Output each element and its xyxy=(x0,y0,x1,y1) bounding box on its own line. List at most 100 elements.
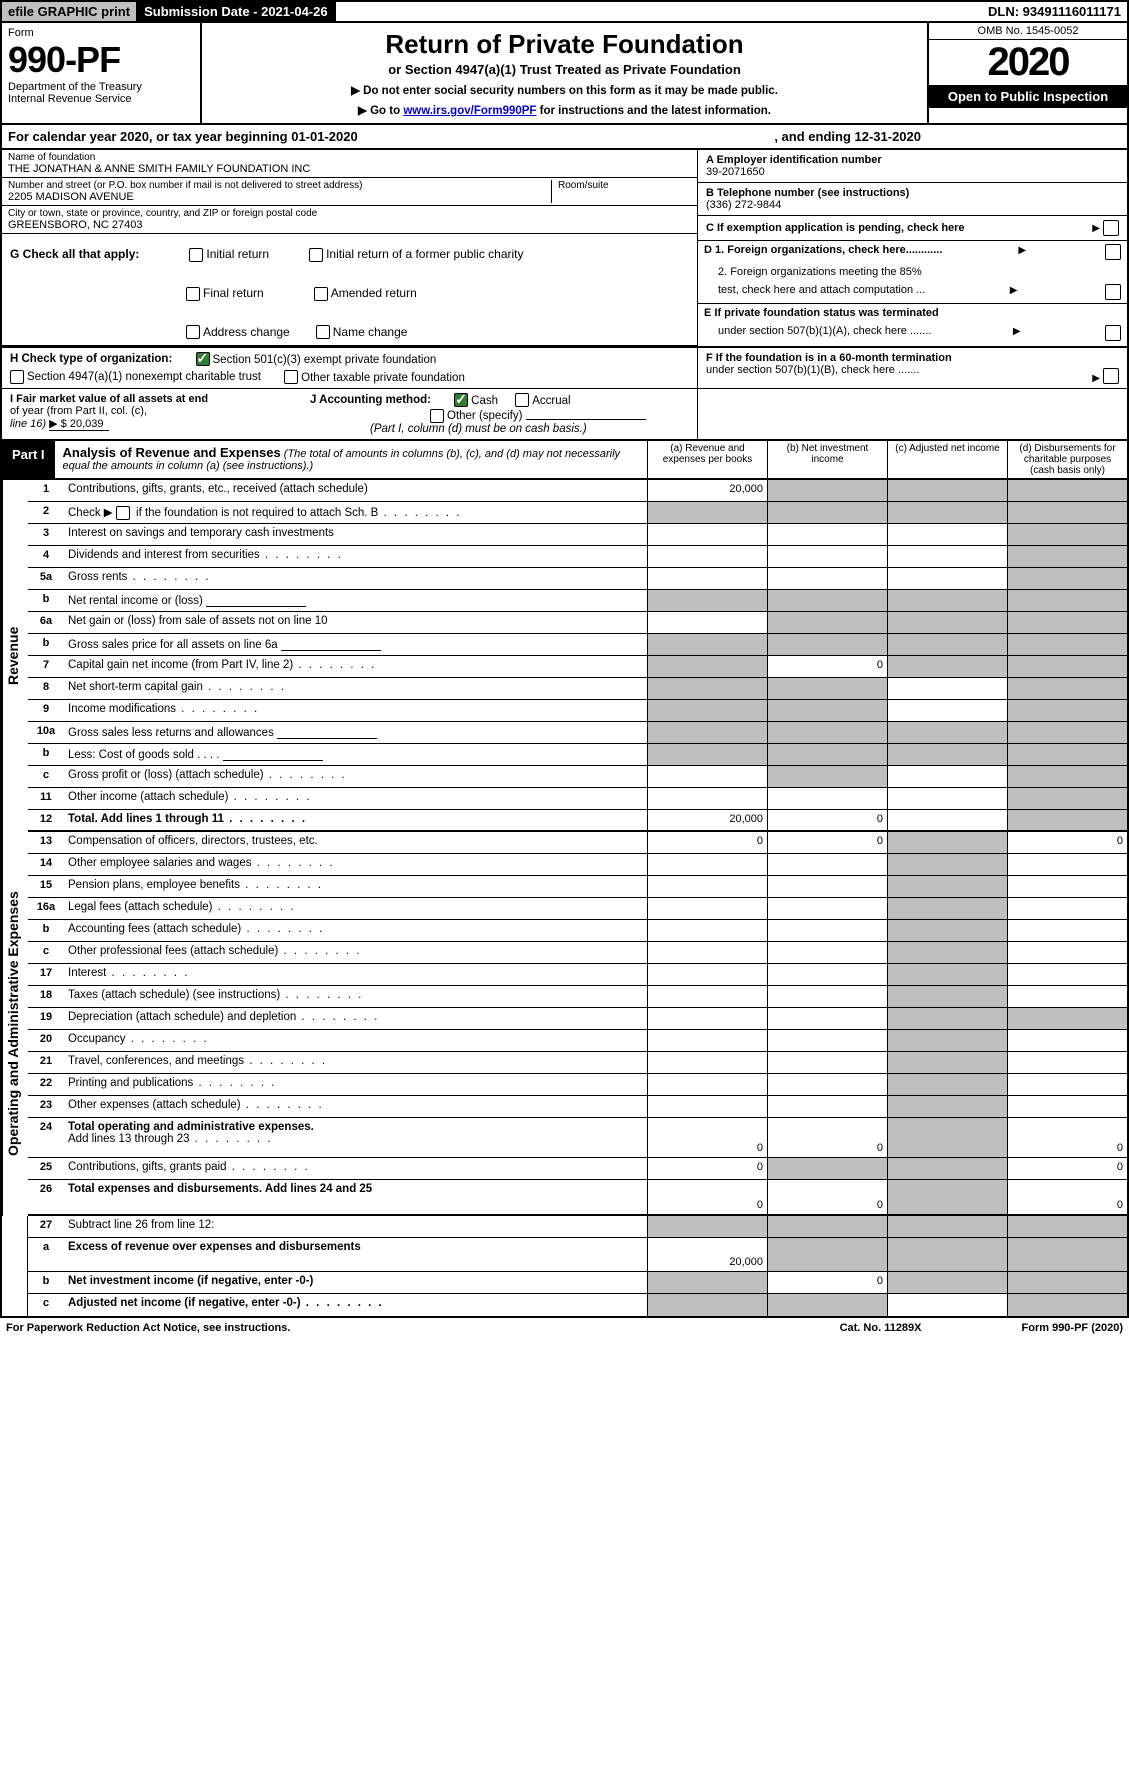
line-num: 13 xyxy=(28,832,64,853)
sch-b-checkbox[interactable] xyxy=(116,506,130,520)
line-num: 19 xyxy=(28,1008,64,1029)
d1-label: D 1. Foreign organizations, check here..… xyxy=(704,244,942,260)
calendar-year-row: For calendar year 2020, or tax year begi… xyxy=(0,125,1129,150)
expenses-side-label: Operating and Administrative Expenses xyxy=(2,832,28,1216)
dln: DLN: 93491116011171 xyxy=(982,2,1127,21)
section-g-d: G Check all that apply: Initial return I… xyxy=(0,241,1129,348)
line-num: 5a xyxy=(28,568,64,589)
j-note: (Part I, column (d) must be on cash basi… xyxy=(370,423,689,435)
city-label: City or town, state or province, country… xyxy=(8,208,691,219)
ssn-warning: ▶ Do not enter social security numbers o… xyxy=(212,83,917,97)
line-desc: Total expenses and disbursements. Add li… xyxy=(64,1180,647,1214)
name-change-checkbox[interactable] xyxy=(316,325,330,339)
address-change-checkbox[interactable] xyxy=(186,325,200,339)
f-label-b: under section 507(b)(1)(B), check here .… xyxy=(706,364,952,376)
line-desc: Interest xyxy=(64,964,647,985)
line-desc: Subtract line 26 from line 12: xyxy=(64,1216,647,1237)
goto-post: for instructions and the latest informat… xyxy=(536,105,771,117)
efile-print-btn[interactable]: efile GRAPHIC print xyxy=(2,2,138,21)
accrual-checkbox[interactable] xyxy=(515,393,529,407)
h-opt3: Other taxable private foundation xyxy=(301,372,465,384)
line-num: c xyxy=(28,1294,64,1316)
goto-pre: ▶ Go to xyxy=(358,105,403,117)
revenue-side-label: Revenue xyxy=(2,480,28,832)
arrow-icon xyxy=(1013,325,1024,341)
line-desc: Legal fees (attach schedule) xyxy=(64,898,647,919)
open-to-public: Open to Public Inspection xyxy=(929,85,1127,108)
section-i-j: I Fair market value of all assets at end… xyxy=(0,389,1129,441)
line-desc: Less: Cost of goods sold . . . . xyxy=(64,744,647,765)
col-b: 0 xyxy=(767,1118,887,1157)
i-label-1: I Fair market value of all assets at end xyxy=(10,393,294,405)
f-checkbox[interactable] xyxy=(1103,368,1119,384)
inline-field[interactable] xyxy=(223,747,323,761)
line-num: 2 xyxy=(28,502,64,523)
line-num: 24 xyxy=(28,1118,64,1157)
final-return-checkbox[interactable] xyxy=(186,287,200,301)
irs-link[interactable]: www.irs.gov/Form990PF xyxy=(403,105,536,117)
dept-treasury: Department of the Treasury xyxy=(8,81,194,93)
j-other: Other (specify) xyxy=(447,411,522,423)
line-num: 4 xyxy=(28,546,64,567)
initial-return-checkbox[interactable] xyxy=(189,248,203,262)
page-footer: For Paperwork Reduction Act Notice, see … xyxy=(0,1318,1129,1338)
col-a: 0 xyxy=(647,1158,767,1179)
other-taxable-checkbox[interactable] xyxy=(284,370,298,384)
e-checkbox[interactable] xyxy=(1105,325,1121,341)
g-opt2: Initial return of a former public charit… xyxy=(326,247,523,261)
col-b: 0 xyxy=(767,832,887,853)
cat-number: Cat. No. 11289X xyxy=(840,1322,922,1334)
other-method-checkbox[interactable] xyxy=(430,409,444,423)
cash-checkbox[interactable] xyxy=(454,393,468,407)
cal-year-ending: , and ending 12-31-2020 xyxy=(774,129,921,144)
line-desc: Gross sales less returns and allowances xyxy=(64,722,647,743)
col-d: 0 xyxy=(1007,1118,1127,1157)
line-num: b xyxy=(28,590,64,611)
inline-field[interactable] xyxy=(206,593,306,607)
initial-former-checkbox[interactable] xyxy=(309,248,323,262)
foundation-name: THE JONATHAN & ANNE SMITH FAMILY FOUNDAT… xyxy=(8,163,691,175)
d2-checkbox[interactable] xyxy=(1105,284,1121,300)
line-desc: Capital gain net income (from Part IV, l… xyxy=(64,656,647,677)
line-num: 27 xyxy=(28,1216,64,1237)
entity-info: Name of foundation THE JONATHAN & ANNE S… xyxy=(0,150,1129,241)
col-b: 0 xyxy=(767,656,887,677)
f-label-a: F If the foundation is in a 60-month ter… xyxy=(706,352,952,364)
j-cash: Cash xyxy=(471,395,498,407)
line-desc: Printing and publications xyxy=(64,1074,647,1095)
line-num: c xyxy=(28,766,64,787)
line-desc: Adjusted net income (if negative, enter … xyxy=(64,1294,647,1316)
col-d: 0 xyxy=(1007,832,1127,853)
line-num: 3 xyxy=(28,524,64,545)
line-num: b xyxy=(28,1272,64,1293)
line-desc: Taxes (attach schedule) (see instruction… xyxy=(64,986,647,1007)
4947-checkbox[interactable] xyxy=(10,370,24,384)
line-desc: Compensation of officers, directors, tru… xyxy=(64,832,647,853)
line-num: b xyxy=(28,744,64,765)
form-footer-label: Form 990-PF (2020) xyxy=(1022,1322,1123,1334)
line-num: a xyxy=(28,1238,64,1271)
d1-checkbox[interactable] xyxy=(1105,244,1121,260)
501c3-checkbox[interactable] xyxy=(196,352,210,366)
col-a: 20,000 xyxy=(647,1238,767,1271)
part1-tab: Part I xyxy=(2,441,55,478)
arrow-icon xyxy=(1092,222,1103,234)
top-bar: efile GRAPHIC print Submission Date - 20… xyxy=(0,0,1129,23)
amended-return-checkbox[interactable] xyxy=(314,287,328,301)
line-num: b xyxy=(28,634,64,655)
inline-field[interactable] xyxy=(281,637,381,651)
d2-label-a: 2. Foreign organizations meeting the 85% xyxy=(718,266,922,278)
other-specify-line[interactable] xyxy=(526,419,646,420)
line-desc: Gross sales price for all assets on line… xyxy=(64,634,647,655)
d2-label-b: test, check here and attach computation … xyxy=(718,284,925,300)
h-label: H Check type of organization: xyxy=(10,354,172,366)
inline-field[interactable] xyxy=(277,725,377,739)
line-desc: Accounting fees (attach schedule) xyxy=(64,920,647,941)
exemption-checkbox[interactable] xyxy=(1103,220,1119,236)
goto-link-line: ▶ Go to www.irs.gov/Form990PF for instru… xyxy=(212,103,917,117)
line-num: 16a xyxy=(28,898,64,919)
line-num: 22 xyxy=(28,1074,64,1095)
form-subtitle: or Section 4947(a)(1) Trust Treated as P… xyxy=(212,62,917,77)
line-desc: Depreciation (attach schedule) and deple… xyxy=(64,1008,647,1029)
line-desc: Contributions, gifts, grants paid xyxy=(64,1158,647,1179)
